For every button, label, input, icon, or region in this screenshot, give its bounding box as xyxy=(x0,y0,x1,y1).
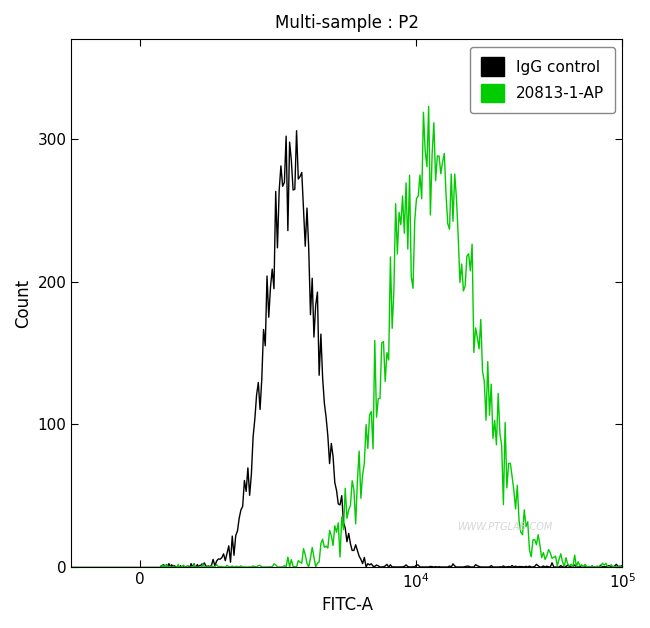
20813-1-AP xyxy=(424,103,432,111)
Line: IgG control: IgG control xyxy=(161,131,621,567)
20813-1-AP xyxy=(418,195,426,203)
IgG control xyxy=(409,563,417,571)
IgG control xyxy=(538,563,545,571)
20813-1-AP xyxy=(618,563,625,571)
IgG control xyxy=(408,563,415,571)
Legend: IgG control, 20813-1-AP: IgG control, 20813-1-AP xyxy=(470,46,615,113)
20813-1-AP xyxy=(573,563,580,570)
IgG control xyxy=(618,562,625,570)
Text: WWW.PTGLAB.COM: WWW.PTGLAB.COM xyxy=(457,522,552,532)
IgG control xyxy=(571,561,578,569)
20813-1-AP xyxy=(540,549,547,556)
20813-1-AP xyxy=(157,563,165,571)
20813-1-AP xyxy=(409,284,417,292)
IgG control xyxy=(292,127,300,134)
X-axis label: FITC-A: FITC-A xyxy=(321,596,373,614)
Title: Multi-sample : P2: Multi-sample : P2 xyxy=(275,14,419,32)
Y-axis label: Count: Count xyxy=(14,278,32,328)
IgG control xyxy=(418,563,426,571)
20813-1-AP xyxy=(158,563,166,571)
20813-1-AP xyxy=(408,273,415,281)
IgG control xyxy=(157,562,165,570)
IgG control xyxy=(157,563,165,571)
Line: 20813-1-AP: 20813-1-AP xyxy=(161,107,621,567)
20813-1-AP xyxy=(157,562,165,570)
